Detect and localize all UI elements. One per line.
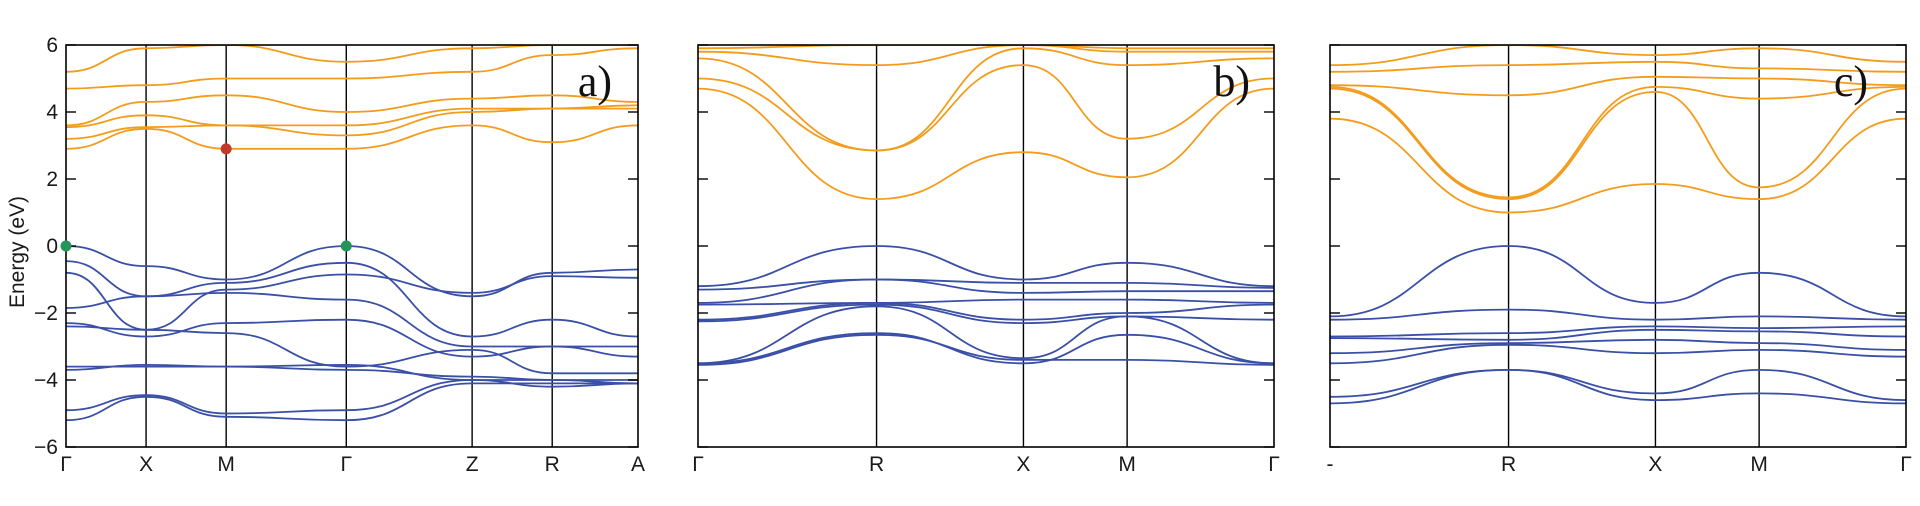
- valence-band-line: [1330, 245, 1906, 318]
- x-tick-label: R: [1501, 453, 1516, 476]
- conduction-band-line: [698, 64, 1274, 152]
- valence-band-line: [1330, 338, 1906, 355]
- valence-band-line: [698, 298, 1274, 306]
- plot-frame: [697, 44, 1275, 448]
- x-tick-label: Γ: [1900, 453, 1912, 476]
- panel-label: b): [1213, 57, 1250, 106]
- x-tick-label: M: [1750, 453, 1768, 476]
- conduction-band-line: [1330, 75, 1906, 97]
- y-axis-label: Energy (eV): [6, 196, 29, 308]
- bands-group: [698, 45, 1274, 366]
- conduction-band-line: [1330, 45, 1906, 66]
- x-tick-label: Γ: [1268, 453, 1280, 476]
- bands-group: [1330, 45, 1906, 405]
- x-tick-label: Z: [466, 453, 479, 476]
- valence-band-line: [66, 382, 638, 422]
- y-tick-label: 0: [46, 235, 58, 258]
- valence-band-line: [1330, 325, 1906, 338]
- valence-band-line: [66, 325, 638, 375]
- conduction-band-line: [66, 124, 638, 150]
- panel-label: c): [1834, 57, 1868, 106]
- valence-band-line: [698, 278, 1274, 304]
- x-tick-label: Γ: [340, 453, 352, 476]
- valence-band-line: [66, 379, 638, 415]
- conduction-band-line: [1330, 117, 1906, 214]
- x-tick-label: X: [1648, 453, 1662, 476]
- conduction-band-line: [698, 87, 1274, 201]
- y-tick-label: −2: [34, 302, 58, 325]
- conduction-band-line: [698, 47, 1274, 152]
- valence-band-line: [1330, 368, 1906, 405]
- x-tick-label: A: [631, 453, 645, 476]
- x-tick-label: M: [217, 453, 235, 476]
- x-tick-label: X: [139, 453, 153, 476]
- y-tick-label: 6: [46, 34, 58, 57]
- x-tick-label: R: [545, 453, 560, 476]
- y-tick-label: 4: [46, 101, 58, 124]
- x-tick-label: M: [1118, 453, 1136, 476]
- y-tick-label: −4: [34, 369, 58, 392]
- valence-band-line: [1330, 368, 1906, 401]
- vbm-marker: [60, 240, 72, 252]
- x-tick-label: Γ: [692, 453, 704, 476]
- valence-band-line: [698, 332, 1274, 365]
- cbm-marker: [220, 143, 232, 155]
- panel-b: Γ R X M Γb): [692, 44, 1280, 476]
- conduction-band-line: [1330, 85, 1906, 199]
- y-tick-label: 2: [46, 168, 58, 191]
- valence-band-line: [698, 245, 1274, 288]
- bands-group: [66, 45, 638, 422]
- valence-band-line: [698, 301, 1274, 321]
- x-tick-label: Γ: [60, 453, 72, 476]
- panel-a: −6 −4 −2 0 2 4 6 Γ X M Γ Z R Aa): [34, 34, 645, 476]
- valence-band-line: [1330, 308, 1906, 321]
- valence-band-line: [1330, 328, 1906, 341]
- valence-band-line: [66, 363, 638, 388]
- x-tick-label: -: [1327, 453, 1334, 476]
- panel-c: - R X M Γc): [1327, 44, 1912, 476]
- conduction-band-line: [66, 107, 638, 128]
- x-tick-label: X: [1016, 453, 1030, 476]
- conduction-band-line: [66, 47, 638, 90]
- panel-label: a): [578, 57, 612, 106]
- conduction-band-line: [66, 94, 638, 127]
- conduction-band-line: [1330, 60, 1906, 73]
- conduction-band-line: [698, 45, 1274, 50]
- x-tick-label: R: [869, 453, 884, 476]
- valence-band-line: [1330, 343, 1906, 365]
- valence-band-line: [698, 333, 1274, 366]
- conduction-band-line: [1330, 87, 1906, 201]
- plot-frame: [1329, 44, 1907, 448]
- valence-band-line: [698, 303, 1274, 325]
- valence-band-line: [698, 278, 1274, 291]
- valence-band-line: [66, 318, 638, 358]
- valence-band-line: [698, 305, 1274, 365]
- y-tick-label: −6: [34, 436, 58, 459]
- vbm-marker: [340, 240, 352, 252]
